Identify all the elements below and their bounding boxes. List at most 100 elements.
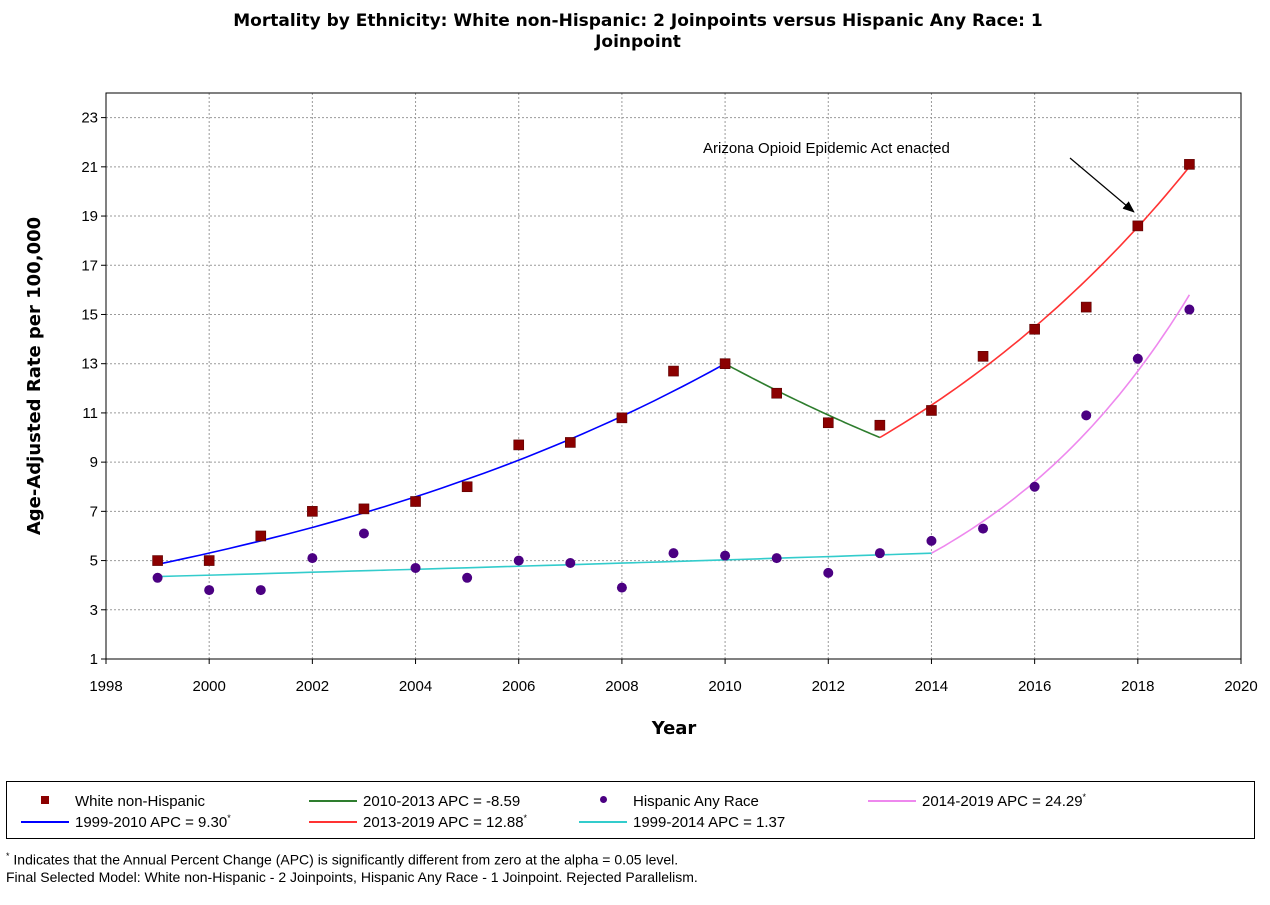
legend-marker: [41, 796, 49, 804]
point-white-non-hispanic: [616, 412, 628, 424]
y-tick-label: 7: [90, 503, 98, 520]
point-white-non-hispanic: [255, 530, 267, 542]
legend-marker: [309, 821, 357, 823]
legend-marker: [868, 800, 916, 802]
x-tick-label: 2006: [502, 678, 535, 695]
footnote-model: Final Selected Model: White non-Hispanic…: [6, 868, 698, 885]
point-hispanic-any-race: [668, 548, 679, 559]
point-white-non-hispanic: [719, 358, 731, 369]
footnote-significance-text: Indicates that the Annual Percent Change…: [9, 851, 679, 868]
point-white-non-hispanic: [1080, 301, 1092, 313]
point-white-non-hispanic: [1132, 220, 1144, 232]
legend: White non-Hispanic 2010-2013 APC = -8.59 H…: [6, 781, 1255, 839]
legend-label: 2010-2013 APC = -8.59: [363, 792, 521, 810]
y-tick-label: 1: [90, 651, 98, 668]
legend-swatch: [15, 791, 75, 811]
point-hispanic-any-race: [307, 553, 318, 564]
point-hispanic-any-race: [720, 550, 731, 561]
significance-star: *: [227, 813, 231, 823]
legend-item: 1999-2010 APC = 9.30*: [15, 812, 231, 832]
x-tick-label: 2004: [399, 678, 432, 695]
point-hispanic-any-race: [926, 535, 937, 546]
point-hispanic-any-race: [462, 572, 473, 583]
x-tick-label: 2002: [296, 678, 329, 695]
legend-swatch: [15, 812, 75, 832]
x-tick-label: 2012: [812, 678, 845, 695]
fitted-line: [931, 294, 1191, 554]
point-white-non-hispanic: [152, 555, 163, 566]
fitted-line: [724, 362, 881, 439]
fitted-line: [157, 362, 726, 566]
point-hispanic-any-race: [978, 523, 989, 534]
x-tick-label: 1998: [89, 678, 122, 695]
point-hispanic-any-race: [152, 572, 163, 583]
x-axis-title: Year: [651, 718, 697, 739]
point-hispanic-any-race: [1029, 481, 1040, 492]
point-hispanic-any-race: [358, 528, 369, 539]
legend-marker: [21, 821, 69, 823]
point-hispanic-any-race: [616, 582, 627, 593]
legend-label: 2014-2019 APC = 24.29*: [922, 792, 1087, 810]
legend-label: 2013-2019 APC = 12.88*: [363, 813, 528, 831]
y-tick-label: 17: [81, 257, 98, 274]
legend-marker: [309, 800, 357, 802]
footnote-star: *: [6, 851, 10, 861]
annotation-text: Arizona Opioid Epidemic Act enacted: [703, 140, 950, 157]
point-hispanic-any-race: [204, 585, 215, 596]
y-tick-label: 15: [81, 306, 98, 323]
legend-item: 1999-2014 APC = 1.37: [573, 812, 785, 832]
point-white-non-hispanic: [822, 417, 834, 429]
y-tick-label: 19: [81, 208, 98, 225]
plot-border: [105, 92, 1242, 660]
y-tick-label: 21: [81, 159, 98, 176]
legend-item: Hispanic Any Race: [573, 791, 759, 811]
point-white-non-hispanic: [358, 503, 370, 515]
y-tick-label: 11: [82, 405, 98, 422]
point-white-non-hispanic: [513, 439, 525, 451]
point-hispanic-any-race: [771, 553, 782, 564]
x-axis-ticks: 1998 2000 2002 2004 2006 2008 2010 2012 2014 2016…: [89, 659, 1258, 695]
x-tick-label: 2020: [1224, 678, 1257, 695]
point-white-non-hispanic: [668, 365, 679, 377]
x-tick-label: 2014: [915, 678, 948, 695]
point-hispanic-any-race: [255, 585, 266, 596]
legend-swatch: [573, 791, 633, 811]
legend-swatch: [303, 812, 363, 832]
x-tick-label: 2016: [1018, 678, 1051, 695]
point-white-non-hispanic: [203, 555, 215, 566]
point-white-non-hispanic: [874, 419, 886, 431]
point-hispanic-any-race: [874, 548, 885, 559]
x-tick-label: 2010: [708, 678, 741, 695]
point-white-non-hispanic: [926, 405, 937, 416]
significance-star: *: [523, 813, 528, 823]
point-hispanic-any-race: [823, 567, 834, 578]
legend-swatch: [573, 812, 633, 832]
x-tick-label: 2018: [1121, 678, 1154, 695]
legend-item: 2010-2013 APC = -8.59: [303, 791, 520, 811]
legend-item: 2014-2019 APC = 24.29*: [862, 791, 1086, 811]
point-hispanic-any-race: [513, 555, 524, 566]
point-white-non-hispanic: [1029, 323, 1040, 335]
point-hispanic-any-race: [1184, 304, 1195, 315]
significance-star: *: [1082, 792, 1087, 802]
y-tick-label: 3: [90, 602, 98, 619]
x-tick-label: 2000: [192, 678, 225, 695]
legend-label: 1999-2014 APC = 1.37: [633, 813, 786, 831]
y-tick-label: 9: [90, 454, 98, 471]
x-tick-label: 2008: [605, 678, 638, 695]
point-hispanic-any-race: [1132, 353, 1143, 364]
y-tick-label: 13: [81, 356, 98, 373]
legend-swatch: [862, 791, 922, 811]
footnotes: * Indicates that the Annual Percent Chan…: [6, 848, 698, 886]
point-white-non-hispanic: [307, 506, 318, 517]
y-axis-title: Age-Adjusted Rate per 100,000: [24, 217, 45, 535]
annotation-arrow: [1069, 157, 1135, 213]
point-hispanic-any-race: [1081, 410, 1092, 421]
legend-item: White non-Hispanic: [15, 791, 205, 811]
legend-item: 2013-2019 APC = 12.88*: [303, 812, 527, 832]
point-white-non-hispanic: [461, 481, 473, 493]
data-points: [152, 159, 1195, 596]
chart: Mortality by Ethnicity: White non-Hispan…: [24, 11, 1258, 739]
point-white-non-hispanic: [1184, 159, 1195, 170]
